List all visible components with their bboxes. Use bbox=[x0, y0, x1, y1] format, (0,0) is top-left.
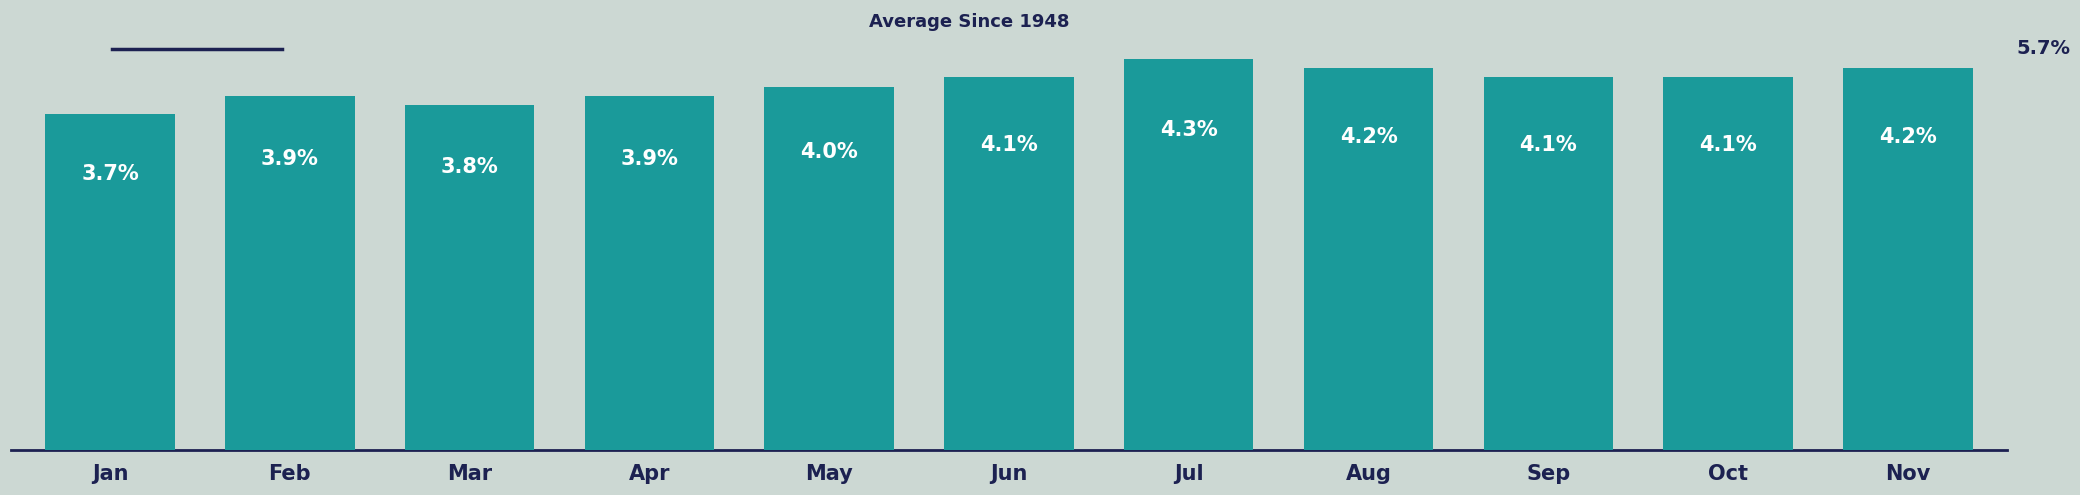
Bar bbox=[1843, 68, 1972, 450]
Text: 5.7%: 5.7% bbox=[2018, 39, 2072, 58]
Text: 4.1%: 4.1% bbox=[1699, 135, 1758, 154]
Bar bbox=[1304, 68, 1433, 450]
Bar bbox=[1123, 59, 1254, 450]
Text: Average Since 1948: Average Since 1948 bbox=[869, 13, 1069, 31]
Bar bbox=[225, 96, 354, 450]
Bar bbox=[944, 78, 1073, 450]
Bar bbox=[406, 105, 535, 450]
Text: 3.7%: 3.7% bbox=[81, 164, 139, 184]
Bar bbox=[46, 114, 175, 450]
Text: 4.2%: 4.2% bbox=[1340, 127, 1398, 147]
Bar bbox=[1483, 78, 1614, 450]
Text: 3.8%: 3.8% bbox=[441, 157, 499, 177]
Text: 4.0%: 4.0% bbox=[801, 142, 859, 162]
Text: 4.1%: 4.1% bbox=[1520, 135, 1577, 154]
Text: 4.1%: 4.1% bbox=[980, 135, 1038, 154]
Bar bbox=[1664, 78, 1793, 450]
Text: 3.9%: 3.9% bbox=[260, 149, 318, 169]
Text: 4.2%: 4.2% bbox=[1878, 127, 1936, 147]
Text: 3.9%: 3.9% bbox=[620, 149, 678, 169]
Text: 4.3%: 4.3% bbox=[1161, 120, 1217, 140]
Bar bbox=[584, 96, 713, 450]
Bar bbox=[765, 87, 894, 450]
